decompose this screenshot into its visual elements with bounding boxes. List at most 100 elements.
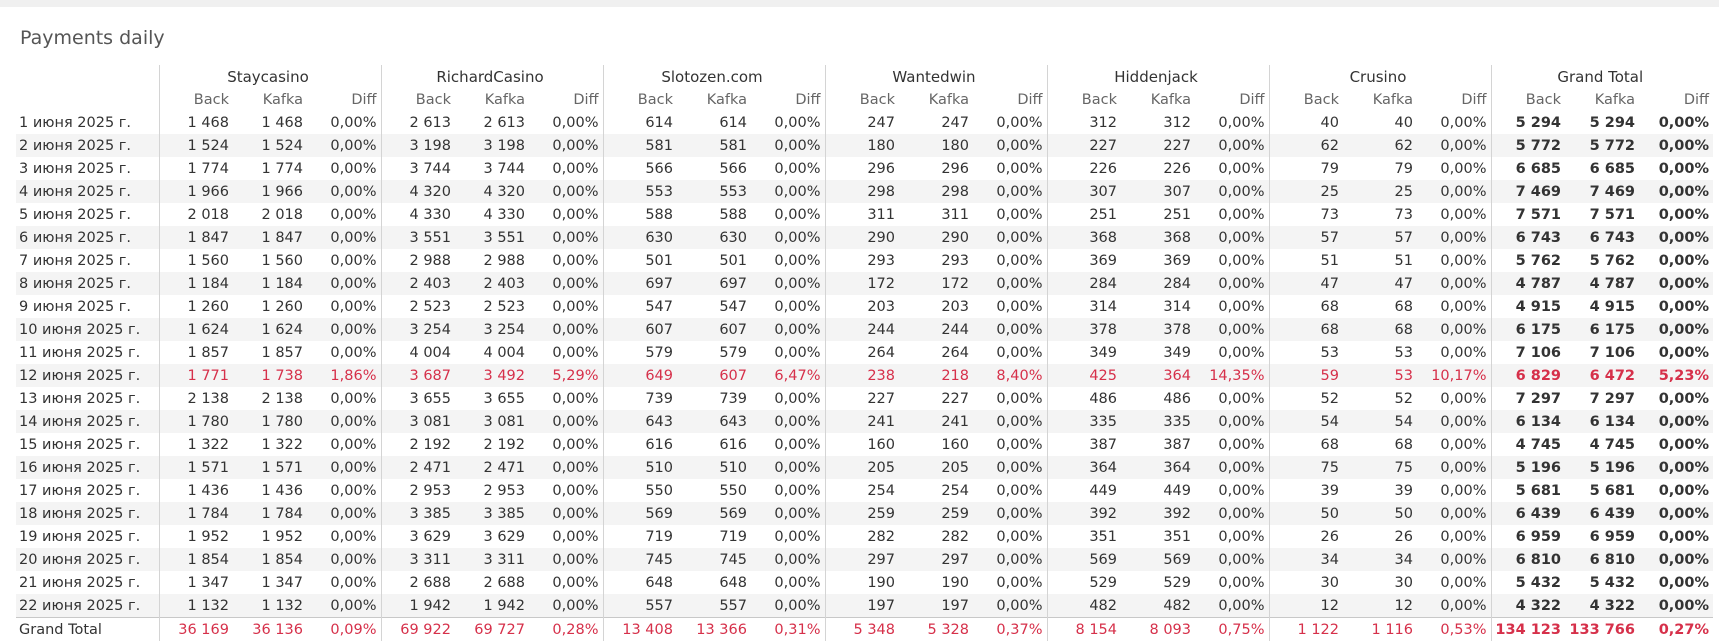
cell: 0,00% <box>751 571 825 594</box>
cell: 2 403 <box>381 272 455 295</box>
cell: 47 <box>1343 272 1417 295</box>
cell: 205 <box>825 456 899 479</box>
row-label: 1 июня 2025 г. <box>16 111 159 134</box>
cell: 0,00% <box>529 157 603 180</box>
cell: 569 <box>677 502 751 525</box>
cell: 68 <box>1343 295 1417 318</box>
cell: 739 <box>677 387 751 410</box>
cell: 0,00% <box>973 341 1047 364</box>
cell: 8 154 <box>1047 618 1121 641</box>
cell: 133 766 <box>1565 618 1639 641</box>
cell: 134 123 <box>1491 618 1565 641</box>
cell: 0,00% <box>973 180 1047 203</box>
column-header: Diff <box>307 88 381 111</box>
cell: 251 <box>1047 203 1121 226</box>
column-header: Kafka <box>1121 88 1195 111</box>
column-header: Kafka <box>1343 88 1417 111</box>
cell: 335 <box>1121 410 1195 433</box>
cell: 8 093 <box>1121 618 1195 641</box>
cell: 1 966 <box>233 180 307 203</box>
cell: 0,00% <box>751 226 825 249</box>
cell: 5 681 <box>1565 479 1639 502</box>
cell: 0,00% <box>529 571 603 594</box>
cell: 1 260 <box>159 295 233 318</box>
cell: 314 <box>1121 295 1195 318</box>
cell: 75 <box>1343 456 1417 479</box>
column-header: Back <box>1269 88 1343 111</box>
cell: 0,00% <box>307 157 381 180</box>
row-label: 13 июня 2025 г. <box>16 387 159 410</box>
cell: 0,00% <box>1195 249 1269 272</box>
cell: 68 <box>1343 433 1417 456</box>
cell: 51 <box>1269 249 1343 272</box>
cell: 251 <box>1121 203 1195 226</box>
cell: 54 <box>1269 410 1343 433</box>
cell: 3 254 <box>381 318 455 341</box>
cell: 550 <box>677 479 751 502</box>
cell: 0,00% <box>1639 341 1713 364</box>
cell: 1 132 <box>233 594 307 618</box>
cell: 547 <box>603 295 677 318</box>
cell: 1 184 <box>233 272 307 295</box>
cell: 0,00% <box>973 203 1047 226</box>
cell: 0,00% <box>751 456 825 479</box>
cell: 68 <box>1269 318 1343 341</box>
row-label: 21 июня 2025 г. <box>16 571 159 594</box>
cell: 244 <box>825 318 899 341</box>
cell: 40 <box>1269 111 1343 134</box>
cell: 0,00% <box>1195 456 1269 479</box>
cell: 501 <box>677 249 751 272</box>
cell: 0,00% <box>1639 134 1713 157</box>
cell: 0,27% <box>1639 618 1713 641</box>
cell: 0,31% <box>751 618 825 641</box>
cell: 4 322 <box>1565 594 1639 618</box>
cell: 1 524 <box>233 134 307 157</box>
cell: 1 468 <box>159 111 233 134</box>
cell: 0,00% <box>1195 318 1269 341</box>
column-header: Diff <box>1417 88 1491 111</box>
cell: 0,00% <box>1417 433 1491 456</box>
cell: 2 192 <box>455 433 529 456</box>
cell: 26 <box>1343 525 1417 548</box>
cell: 501 <box>603 249 677 272</box>
cell: 0,00% <box>307 456 381 479</box>
cell: 1 184 <box>159 272 233 295</box>
cell: 2 403 <box>455 272 529 295</box>
cell: 1 322 <box>233 433 307 456</box>
cell: 0,00% <box>1417 203 1491 226</box>
cell: 2 138 <box>159 387 233 410</box>
column-header: Diff <box>1639 88 1713 111</box>
cell: 0,00% <box>1195 295 1269 318</box>
cell: 0,00% <box>973 548 1047 571</box>
cell: 7 106 <box>1491 341 1565 364</box>
cell: 3 081 <box>455 410 529 433</box>
row-label: 15 июня 2025 г. <box>16 433 159 456</box>
cell: 6 685 <box>1565 157 1639 180</box>
cell: 387 <box>1121 433 1195 456</box>
cell: 68 <box>1269 295 1343 318</box>
cell: 0,00% <box>1195 157 1269 180</box>
column-header: Back <box>1047 88 1121 111</box>
cell: 7 297 <box>1491 387 1565 410</box>
cell: 1 780 <box>233 410 307 433</box>
cell: 190 <box>825 571 899 594</box>
cell: 510 <box>603 456 677 479</box>
cell: 6 134 <box>1565 410 1639 433</box>
cell: 5 348 <box>825 618 899 641</box>
cell: 643 <box>677 410 751 433</box>
cell: 50 <box>1269 502 1343 525</box>
cell: 7 106 <box>1565 341 1639 364</box>
cell: 0,00% <box>1417 180 1491 203</box>
group-header: Staycasino <box>159 65 381 88</box>
cell: 364 <box>1121 456 1195 479</box>
cell: 172 <box>825 272 899 295</box>
cell: 588 <box>677 203 751 226</box>
cell: 6 685 <box>1491 157 1565 180</box>
cell: 0,00% <box>1639 226 1713 249</box>
cell: 73 <box>1269 203 1343 226</box>
cell: 1 952 <box>159 525 233 548</box>
cell: 53 <box>1343 364 1417 387</box>
